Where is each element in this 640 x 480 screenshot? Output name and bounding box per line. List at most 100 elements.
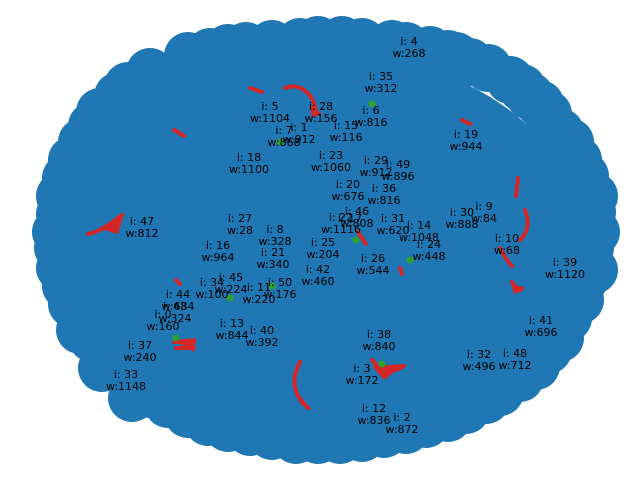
node-weight: w:812 — [125, 227, 158, 240]
edge — [498, 246, 514, 268]
node-index: i: 32 — [467, 348, 491, 361]
highlight-marker — [368, 100, 376, 108]
node-weight: w:84 — [471, 212, 497, 225]
node-weight: w:28 — [227, 224, 253, 237]
node-weight: w:448 — [412, 250, 445, 263]
node-disc — [368, 20, 416, 68]
node-weight: w:1104 — [250, 112, 290, 125]
node-index: i: 1 — [290, 121, 307, 134]
node-disc — [34, 224, 82, 272]
node-disc — [222, 22, 270, 70]
node-disc — [184, 398, 232, 446]
node-weight: w:1060 — [311, 161, 351, 174]
node-label-44: i: 44 w:684 — [161, 288, 194, 313]
node-index: i: 15 — [334, 119, 358, 132]
node-label-2: i: 2 w:872 — [385, 411, 418, 436]
edge — [518, 208, 530, 242]
highlight-marker — [406, 256, 414, 264]
highlight-marker — [172, 334, 180, 342]
node-weight: w:684 — [161, 300, 194, 313]
edge — [86, 213, 124, 236]
node-index: i: 42 — [306, 263, 330, 276]
node-weight: w:944 — [449, 140, 482, 153]
edge — [174, 278, 182, 286]
node-label-3: i: 3 w:172 — [345, 362, 378, 387]
node-index: i: 6 — [362, 104, 379, 117]
node-disc — [36, 190, 84, 238]
edge — [283, 84, 318, 114]
node-index: i: 45 — [219, 271, 243, 284]
node-label-14: i: 14 w:1048 — [399, 219, 439, 244]
node-weight: w:172 — [345, 374, 378, 387]
node-weight: w:220 — [242, 293, 275, 306]
node-index: i: 41 — [529, 314, 553, 327]
node-index: i: 43 — [163, 300, 187, 313]
edge — [356, 230, 368, 246]
node-weight: w:392 — [245, 336, 278, 349]
node-weight: w:340 — [256, 258, 289, 271]
node-weight: w:696 — [524, 326, 557, 339]
node-index: i: 19 — [454, 128, 478, 141]
node-weight: w:816 — [354, 116, 387, 129]
node-label-41: i: 41 w:696 — [524, 314, 557, 339]
node-index: i: 24 — [417, 238, 441, 251]
node-label-20: i: 20 w:676 — [331, 178, 364, 203]
node-label-43: i: 43 w:324 — [158, 300, 191, 325]
node-weight: w:1100 — [229, 163, 269, 176]
node-label-42: i: 42 w:460 — [301, 263, 334, 288]
node-label-31: i: 31 w:620 — [376, 212, 409, 237]
node-label-46: i: 46 w:808 — [340, 205, 373, 230]
node-disc — [316, 416, 364, 464]
node-index: i: 34 — [200, 276, 224, 289]
node-index: i: 10 — [495, 232, 519, 245]
node-index: i: 20 — [336, 178, 360, 191]
node-label-36: i: 36 w:816 — [367, 182, 400, 207]
node-label-22: i: 22 w:1116 — [321, 211, 361, 236]
node-index: i: 5 — [261, 100, 278, 113]
node-weight: w:204 — [306, 248, 339, 261]
node-index: i: 14 — [407, 219, 431, 232]
node-index: i: 13 — [220, 317, 244, 330]
node-disc — [86, 330, 134, 378]
node-index: i: 22 — [329, 211, 353, 224]
node-weight: w:1048 — [399, 231, 439, 244]
node-weight: w:840 — [362, 340, 395, 353]
node-label-9: i: 9 w:84 — [471, 200, 497, 225]
node-index: i: 16 — [206, 239, 230, 252]
node-weight: w:816 — [367, 194, 400, 207]
node-weight: w:68 — [494, 244, 520, 257]
edge — [514, 176, 520, 198]
node-label-11: i: 11 w:220 — [242, 281, 275, 306]
node-weight: w:324 — [158, 312, 191, 325]
node-weight: w:224 — [214, 283, 247, 296]
node-weight: w:156 — [304, 112, 337, 125]
node-label-34: i: 34 w:100 — [195, 276, 228, 301]
highlight-marker — [268, 282, 276, 290]
node-weight: w:176 — [263, 288, 296, 301]
node-index: i: 44 — [166, 288, 190, 301]
node-label-24: i: 24 w:448 — [412, 238, 445, 263]
node-label-29: i: 29 w:912 — [359, 154, 392, 179]
node-index: i: 31 — [381, 212, 405, 225]
node-disc — [104, 62, 152, 110]
node-label-39: i: 39 w:1120 — [545, 256, 585, 281]
node-weight: w:712 — [498, 359, 531, 372]
node-label-1: i: 1 w:912 — [282, 121, 315, 146]
node-label-28: i: 28 w:156 — [304, 100, 337, 125]
edge-arrowhead — [510, 280, 524, 294]
edge-arrowhead — [300, 398, 312, 410]
node-disc — [512, 342, 560, 390]
node-index: i: 11 — [247, 281, 271, 294]
node-weight: w:620 — [376, 224, 409, 237]
node-label-15: i: 15 w:116 — [329, 119, 362, 144]
node-label-33: i: 33 w:1148 — [106, 368, 146, 393]
node-label-19: i: 19 w:944 — [449, 128, 482, 153]
node-disc — [570, 172, 618, 220]
node-label-4: i: 4 w:268 — [392, 35, 425, 60]
node-disc — [318, 16, 366, 64]
node-label-30: i: 30 w:888 — [445, 206, 478, 231]
node-weight: w:544 — [356, 264, 389, 277]
node-label-35: i: 35 w:312 — [364, 70, 397, 95]
